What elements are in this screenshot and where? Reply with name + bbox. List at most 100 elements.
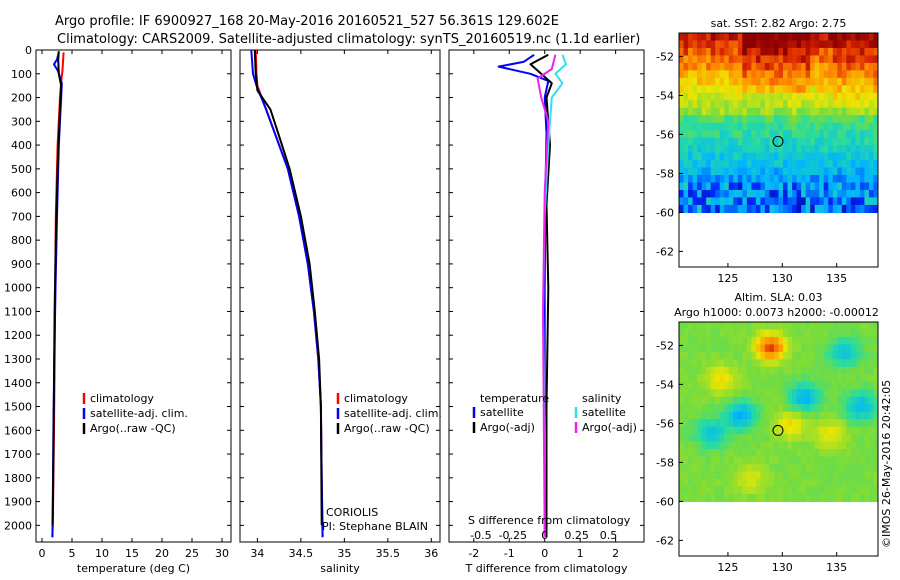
- sla_map-cell: [719, 336, 725, 346]
- sla_map-cell: [679, 434, 685, 443]
- sla_map-cell: [814, 344, 820, 353]
- sla_map-cell: [819, 456, 825, 465]
- sla_map-cell: [706, 486, 712, 495]
- sla_map-cell: [719, 374, 725, 383]
- sst_map-cell: [837, 40, 843, 49]
- diff-s-tick-label: -0.25: [499, 529, 527, 542]
- sst_map-cell: [783, 33, 789, 42]
- sla_map-cell: [710, 464, 716, 473]
- sla_map-cell: [810, 374, 816, 383]
- sla_map-cell: [701, 322, 707, 331]
- sst_map-cell: [773, 130, 780, 139]
- sla_map-cell: [783, 374, 789, 383]
- sst_map-cell: [773, 62, 780, 71]
- sla_map-cell: [742, 322, 748, 331]
- sst_map-cell: [719, 130, 725, 139]
- sst_map-ytick-label: -62: [656, 245, 674, 258]
- sla_map-cell: [859, 404, 866, 413]
- sst_map-cell: [692, 137, 698, 146]
- sla_map-cell: [850, 389, 856, 398]
- sst_map-cell: [773, 77, 780, 86]
- sst_map-cell: [706, 175, 712, 184]
- sst_map-cell: [701, 167, 707, 176]
- sst_map-cell: [859, 130, 866, 139]
- sst_map-cell: [764, 152, 771, 161]
- sst_map-cell: [760, 145, 766, 154]
- sla_map-cell: [873, 441, 878, 450]
- sst_map-cell: [864, 33, 870, 42]
- sst_map-cell: [864, 189, 870, 199]
- sla_map-cell: [733, 336, 739, 346]
- sla_map-cell: [737, 419, 743, 428]
- sla_map-cell: [773, 336, 780, 346]
- sst_map-cell: [679, 137, 685, 146]
- sla_map-cell: [841, 441, 847, 450]
- sla_map-cell: [796, 419, 802, 428]
- sst_map-cell: [706, 40, 712, 49]
- sla_map-cell: [855, 366, 861, 375]
- sst_map-cell: [746, 70, 752, 79]
- sst_map-cell: [737, 77, 743, 86]
- sst_map-cell: [724, 145, 730, 154]
- sla_map-cell: [728, 493, 734, 503]
- sla_map-cell: [868, 396, 875, 405]
- sla_map-cell: [783, 411, 789, 420]
- sst_map-cell: [828, 152, 834, 161]
- sla_map-cell: [864, 471, 870, 480]
- sst_map-cell: [832, 40, 838, 49]
- sst_map-cell: [796, 77, 802, 86]
- sst_map-cell: [801, 122, 807, 131]
- sst_map-cell: [814, 70, 820, 79]
- sla_map-cell: [796, 336, 802, 346]
- sst_map-cell: [764, 160, 771, 169]
- sla_map-cell: [832, 344, 838, 353]
- sla_map-cell: [688, 329, 694, 338]
- sla_map-cell: [841, 396, 847, 405]
- sla_map-cell: [837, 322, 843, 331]
- sst_map-cell: [837, 130, 843, 139]
- sla_map-cell: [706, 426, 712, 435]
- sla_map-cell: [855, 456, 861, 465]
- sla_map-cell: [810, 419, 816, 428]
- sla_map-cell: [828, 471, 834, 480]
- sla_map-cell: [737, 471, 743, 480]
- sst_map-cell: [706, 62, 712, 71]
- sst_map-cell: [751, 167, 757, 176]
- sla_map-cell: [823, 441, 829, 450]
- salinity-xlabel: salinity: [320, 562, 360, 575]
- sst_map-cell: [832, 197, 838, 206]
- sla_map-cell: [805, 493, 811, 503]
- sst_map-cell: [719, 122, 725, 131]
- sla_map-cell: [755, 493, 762, 503]
- sst_map-cell: [783, 107, 789, 116]
- sst_map-cell: [715, 92, 721, 101]
- sst_map-cell: [683, 175, 689, 184]
- sla_map-cell: [697, 344, 703, 353]
- sla_map-cell: [688, 359, 694, 368]
- sst_map-cell: [846, 70, 852, 79]
- sst_map-cell: [706, 70, 712, 79]
- sst_map-cell: [760, 33, 766, 42]
- sst_map-cell: [715, 62, 721, 71]
- sla_map-cell: [841, 471, 847, 480]
- sst_map-cell: [810, 182, 816, 191]
- sla_map-cell: [868, 351, 875, 360]
- temperature-series-argo-raw-qc-: [51, 51, 63, 526]
- sla_map-cell: [692, 336, 698, 346]
- sst_map-cell: [810, 160, 816, 169]
- sst_map-cell: [792, 92, 798, 101]
- sst_map-cell: [855, 33, 861, 42]
- sst_map-cell: [733, 197, 739, 206]
- sst_map-cell: [814, 137, 820, 146]
- sst_map-cell: [733, 130, 739, 139]
- diff-xlabel-salinity: S difference from climatology: [468, 514, 631, 527]
- sst_map-cell: [733, 122, 739, 131]
- sst_map-cell: [832, 100, 838, 109]
- sst_map-cell: [760, 167, 766, 176]
- sst_map-cell: [746, 197, 752, 206]
- sst_map-cell: [796, 107, 802, 116]
- sla_map-cell: [855, 493, 861, 503]
- sst_map-cell: [701, 62, 707, 71]
- sla_map-cell: [796, 449, 802, 458]
- sst_map-cell: [773, 204, 780, 214]
